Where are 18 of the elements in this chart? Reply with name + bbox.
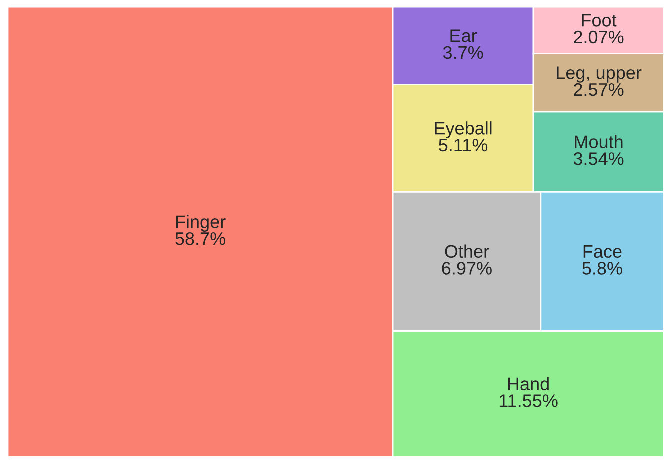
- data-label: 5.8%: [582, 262, 622, 275]
- category-label: Leg, upper: [557, 66, 642, 83]
- data-label: 3.54%: [574, 152, 624, 166]
- data-label: 3.7%: [443, 46, 484, 60]
- category-label: Face: [584, 245, 622, 258]
- category-label: Ear: [450, 30, 478, 42]
- data-label: 2.57%: [574, 83, 624, 96]
- data-label: 58.7%: [176, 232, 226, 246]
- category-label: Foot: [582, 14, 617, 27]
- data-label: 5.11%: [439, 138, 488, 152]
- category-label: Mouth: [575, 135, 623, 148]
- category-label: Hand: [508, 377, 549, 391]
- category-label: Eyeball: [435, 122, 492, 138]
- category-label: Finger: [176, 215, 226, 232]
- data-label: 6.97%: [442, 262, 492, 275]
- data-label: 11.55%: [500, 394, 558, 408]
- category-label: Other: [445, 244, 490, 258]
- data-label: 2.07%: [574, 30, 624, 44]
